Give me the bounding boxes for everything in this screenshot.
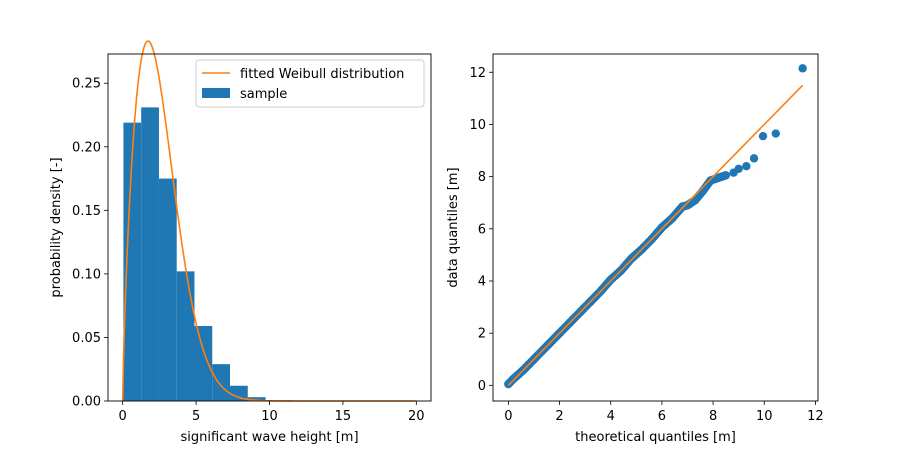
x-tick-label: 5 [192,409,200,424]
y-tick-label: 0.20 [72,140,101,155]
x-tick-label: 2 [555,409,563,424]
plot-frame [107,53,432,402]
legend-swatch-sample [202,88,230,98]
legend-box [195,59,425,108]
qq-point [749,154,759,163]
qq-point [758,131,768,141]
y-tick-label: 6 [478,222,486,237]
x-axis-label: significant wave height [m] [180,430,358,445]
x-tick-label: 10 [261,409,278,424]
plot-frame [492,53,819,402]
y-tick-label: 0.05 [72,331,101,346]
histogram-bar [158,178,177,401]
y-tick-label: 10 [469,118,486,133]
qq-point [713,173,723,183]
x-tick-label: 8 [709,409,717,424]
qq-point [683,201,692,210]
qq-point [657,223,667,232]
histogram-bar [141,107,159,401]
qq-point [504,379,513,389]
x-tick-label: 4 [607,409,615,424]
y-tick-label: 8 [478,170,486,185]
x-tick-label: 6 [658,409,666,424]
legend: fitted Weibull distribution sample [195,59,425,108]
qq-point [721,171,731,180]
y-axis-label: data quantiles [m] [446,167,461,287]
qq-point [706,176,715,185]
x-tick-label: 12 [807,409,824,424]
x-tick-label: 0 [504,409,512,424]
x-tick-label: 20 [408,409,425,424]
qq-point [626,254,636,264]
qq-point [742,161,751,171]
histogram-bar [194,326,213,401]
qq-point [798,64,807,73]
y-axis-label: probability density [-] [49,157,64,297]
x-tick-label: 0 [119,409,127,424]
y-tick-label: 0.25 [72,77,101,92]
qq-point [606,275,615,284]
histogram-bar [230,385,248,401]
histogram-bar [123,122,142,401]
y-tick-label: 0.15 [72,204,101,219]
y-tick-label: 0 [478,379,486,394]
y-tick-label: 0.00 [72,395,101,410]
y-tick-label: 4 [478,274,486,289]
histogram-bar [247,397,266,401]
y-tick-label: 0.10 [72,267,101,282]
x-axis-label: theoretical quantiles [m] [575,430,736,445]
histogram-bar [176,271,195,401]
x-tick-label: 10 [756,409,773,424]
qq-point [734,164,743,173]
legend-label-sample: sample [240,87,287,102]
qq-point [771,129,780,138]
legend-label-fit: fitted Weibull distribution [240,67,404,82]
histogram-bar [212,364,231,401]
x-tick-label: 15 [335,409,352,424]
y-tick-label: 2 [478,327,486,342]
reference-line [507,84,804,386]
y-tick-label: 12 [469,66,486,81]
